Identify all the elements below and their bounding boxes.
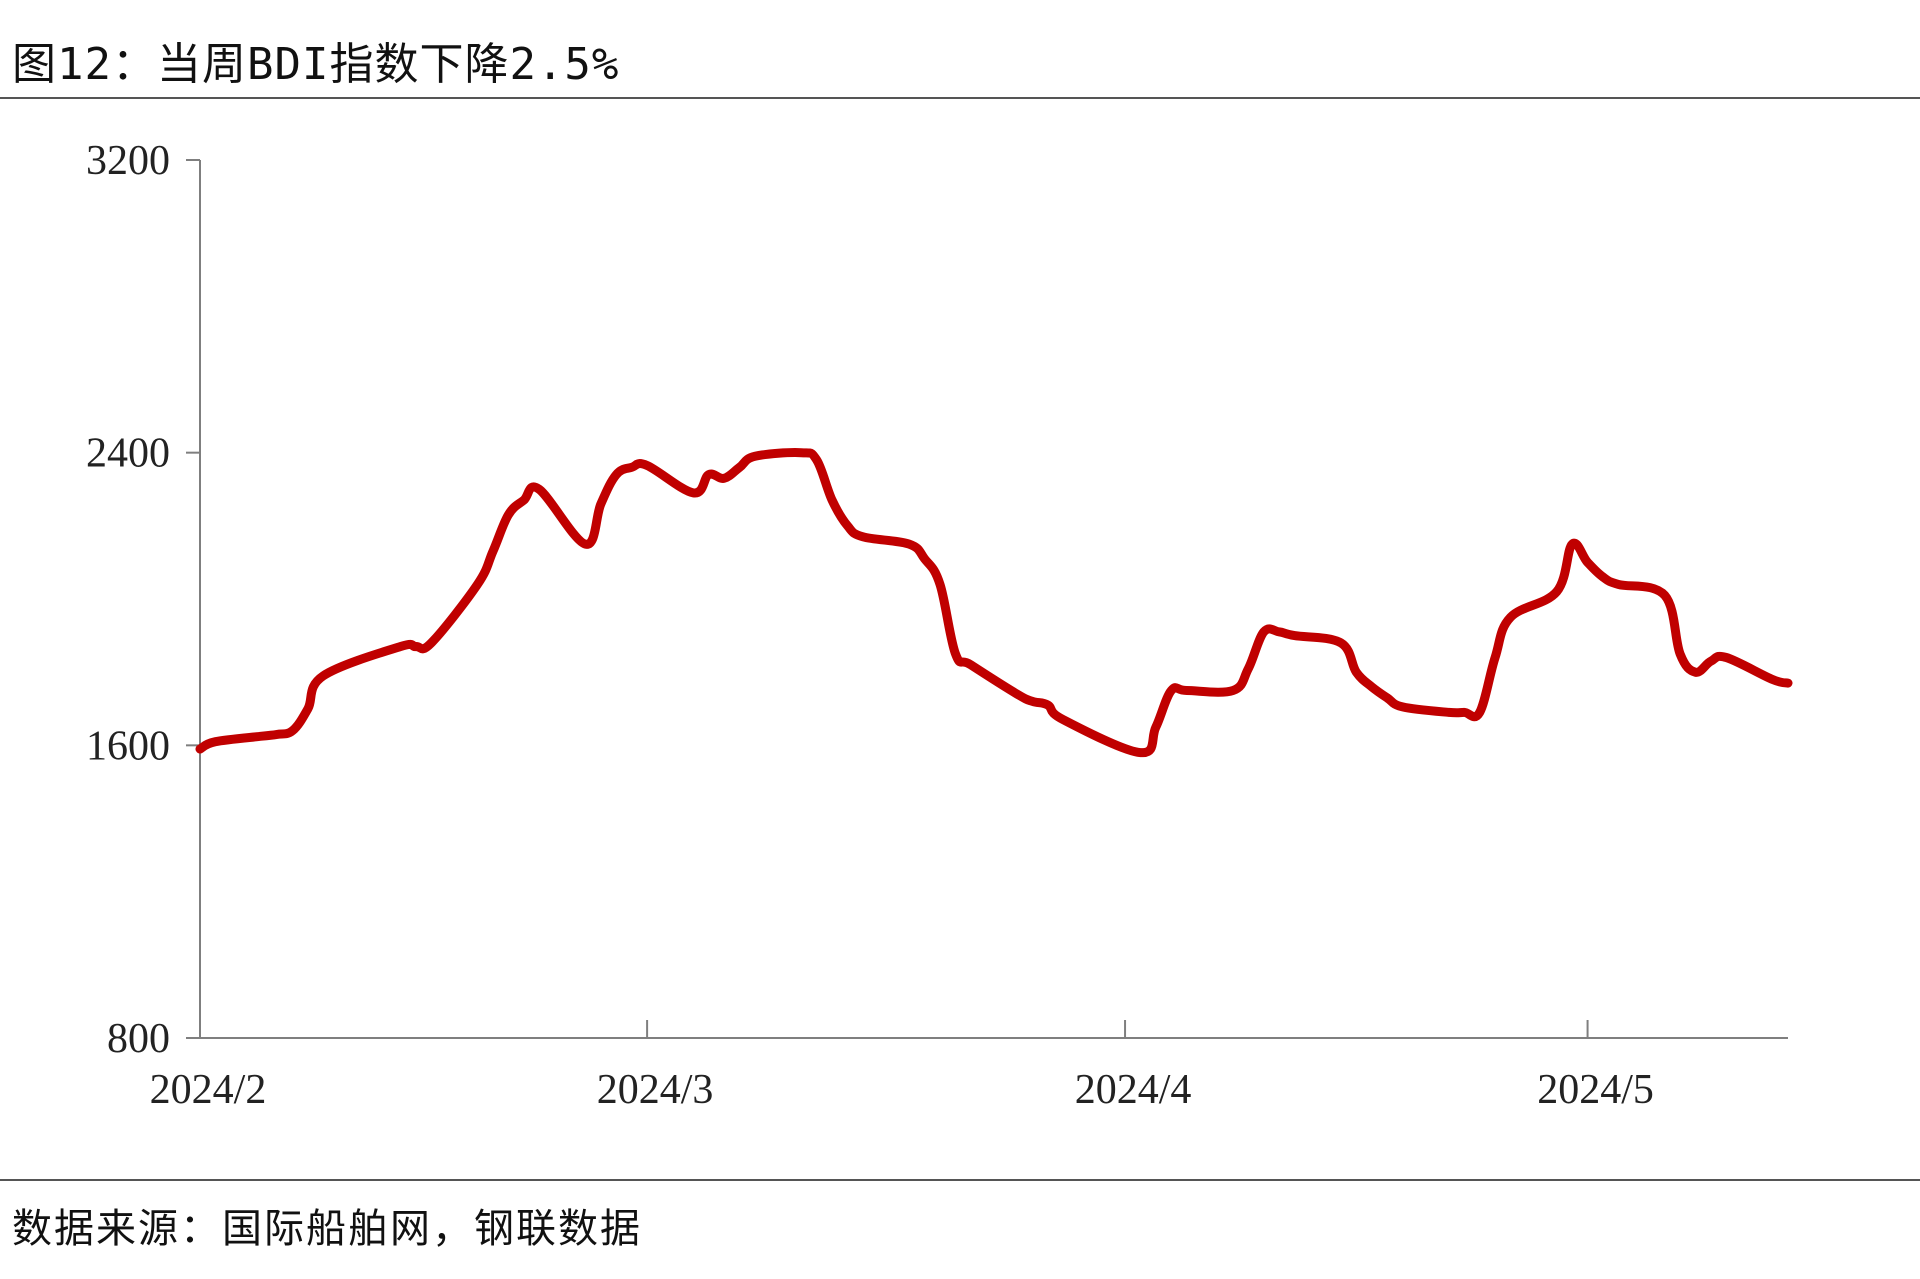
data-point <box>1137 749 1145 757</box>
series-line-bdi <box>195 448 1793 758</box>
data-point <box>612 471 620 479</box>
data-point <box>1722 654 1730 662</box>
data-point <box>1244 665 1252 673</box>
data-point <box>1784 679 1792 687</box>
series-layer <box>195 448 1793 758</box>
data-point <box>1599 573 1607 581</box>
data-point <box>797 449 805 457</box>
y-tick-label: 1600 <box>86 723 170 769</box>
data-point <box>844 522 852 530</box>
data-point <box>474 580 482 588</box>
data-point <box>1445 708 1453 716</box>
data-point <box>535 485 543 493</box>
data-point <box>273 730 281 738</box>
data-point <box>504 511 512 519</box>
data-point <box>1707 657 1715 665</box>
x-tick-label: 2024/5 <box>1537 1067 1654 1113</box>
data-point <box>489 547 497 555</box>
data-point <box>412 643 420 651</box>
data-point <box>905 540 913 548</box>
data-point <box>643 462 651 470</box>
data-point <box>1399 703 1407 711</box>
data-point <box>1769 676 1777 684</box>
data-point <box>751 452 759 460</box>
data-point <box>1476 708 1484 716</box>
data-point <box>304 705 312 713</box>
y-axis: 800 1600 2400 3200 <box>86 138 201 1062</box>
data-point <box>1352 668 1360 676</box>
data-point <box>1507 613 1515 621</box>
data-point <box>628 463 636 471</box>
y-tick-label: 800 <box>107 1016 170 1062</box>
data-point <box>689 489 697 497</box>
source-divider <box>0 1179 1920 1181</box>
data-point <box>520 496 528 504</box>
data-point <box>396 643 404 651</box>
data-point <box>1368 683 1376 691</box>
data-point <box>1275 628 1283 636</box>
data-point <box>581 540 589 548</box>
data-point <box>936 580 944 588</box>
data-point <box>952 650 960 658</box>
y-tick-label: 3200 <box>86 138 170 184</box>
y-tick-label: 2400 <box>86 431 170 477</box>
data-point <box>859 533 867 541</box>
bdi-line-chart: 800 1600 2400 3200 2024/2 2024/3 2024/4 2024/5 <box>86 138 1793 1113</box>
data-point <box>289 727 297 735</box>
data-point <box>211 738 219 746</box>
data-point <box>1568 540 1576 548</box>
data-point <box>720 474 728 482</box>
data-point <box>1553 588 1561 596</box>
data-point <box>1152 723 1160 731</box>
data-point <box>1337 639 1345 647</box>
figure-title: 图12：当周BDI指数下降2.5% <box>12 39 620 90</box>
data-point <box>1460 708 1468 716</box>
data-point <box>921 555 929 563</box>
data-point <box>1167 687 1175 695</box>
x-tick-label: 2024/3 <box>597 1067 714 1113</box>
x-tick-label: 2024/4 <box>1075 1067 1192 1113</box>
data-point <box>967 661 975 669</box>
data-point <box>1661 591 1669 599</box>
title-divider <box>0 97 1920 99</box>
data-point <box>1013 690 1021 698</box>
data-point <box>828 496 836 504</box>
x-tick-label: 2024/2 <box>150 1067 267 1113</box>
data-point <box>1183 687 1191 695</box>
data-point <box>1491 654 1499 662</box>
data-point <box>1692 668 1700 676</box>
data-point <box>1059 716 1067 724</box>
data-point <box>1291 632 1299 640</box>
data-point <box>196 745 204 753</box>
data-point <box>1614 580 1622 588</box>
data-point <box>1229 687 1237 695</box>
data-point <box>1676 650 1684 658</box>
data-point <box>705 471 713 479</box>
data-point <box>597 500 605 508</box>
data-point <box>1584 558 1592 566</box>
data-point <box>258 732 266 740</box>
data-point <box>736 463 744 471</box>
source-note: 数据来源：国际船舶网，钢联数据 <box>12 1206 642 1252</box>
data-point <box>813 456 821 464</box>
data-point <box>1044 701 1052 709</box>
data-point <box>319 672 327 680</box>
data-point <box>1029 697 1037 705</box>
data-point <box>1260 628 1268 636</box>
x-axis: 2024/2 2024/3 2024/4 2024/5 <box>150 1020 1788 1113</box>
data-point <box>1383 694 1391 702</box>
data-point <box>427 639 435 647</box>
